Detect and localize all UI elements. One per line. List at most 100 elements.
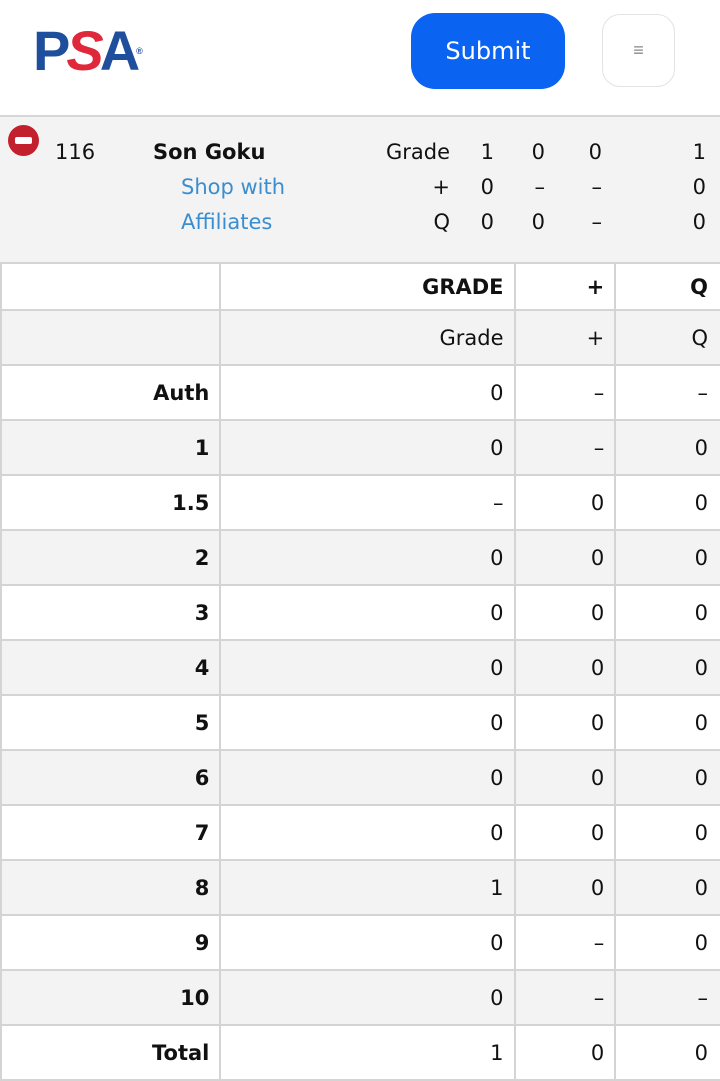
- table-cell: 2: [0, 529, 222, 586]
- table-cell: Q: [614, 262, 720, 311]
- table-cell: 7: [0, 804, 222, 861]
- summary-cell: –: [591, 175, 603, 199]
- table-cell: 0: [513, 1024, 617, 1081]
- summary-cell: Grade: [385, 140, 450, 164]
- table-cell: 0: [219, 419, 516, 476]
- table-cell: 0: [614, 749, 720, 806]
- summary-cell: 0: [480, 210, 494, 234]
- table-cell: +: [513, 309, 617, 366]
- table-cell: –: [614, 969, 720, 1026]
- submit-button[interactable]: Submit: [411, 13, 565, 89]
- psa-logo[interactable]: PSA®: [33, 19, 143, 82]
- table-row: Auth 0– –: [0, 364, 720, 421]
- summary-cell: 1: [480, 140, 494, 164]
- population-table: GRADE + Q Grade + Q Auth 0– –1 0–0 1.5–0 0 2 0 0 0 3 0 0 0 4…: [0, 262, 720, 1081]
- summary-cell: 0: [692, 210, 706, 234]
- table-cell: 0: [614, 584, 720, 641]
- table-cell: 0: [219, 969, 516, 1026]
- table-row: 1.5–0 0: [0, 474, 720, 531]
- header: PSA® Submit ≡: [0, 0, 720, 117]
- table-cell: Q: [614, 309, 720, 366]
- table-cell: 0: [513, 749, 617, 806]
- table-cell: 0: [219, 694, 516, 751]
- table-cell: 0: [614, 474, 720, 531]
- table-row: 9 0–0: [0, 914, 720, 971]
- summary-row: 116 Son Goku Shop with Affiliates Grade 1…: [0, 117, 720, 262]
- summary-cell: –: [591, 210, 603, 234]
- table-cell: 1.5: [0, 474, 222, 531]
- table-cell: 6: [0, 749, 222, 806]
- card-name: Son Goku: [153, 140, 266, 164]
- table-cell: 0: [219, 749, 516, 806]
- table-cell: 0: [513, 859, 617, 916]
- table-cell: –: [513, 364, 617, 421]
- table-cell: 0: [513, 474, 617, 531]
- table-cell: 8: [0, 859, 222, 916]
- remove-icon[interactable]: [8, 125, 39, 156]
- table-cell: GRADE: [219, 262, 516, 311]
- summary-cell: 0: [531, 140, 545, 164]
- card-number: 116: [55, 140, 96, 164]
- table-cell: 0: [513, 639, 617, 696]
- table-cell: 0: [219, 364, 516, 421]
- table-row: Total 1 0 0: [0, 1024, 720, 1081]
- table-cell: 0: [219, 639, 516, 696]
- table-cell: 0: [219, 584, 516, 641]
- table-cell: 5: [0, 694, 222, 751]
- summary-cell: 0: [692, 175, 706, 199]
- summary-cell: +: [432, 175, 450, 199]
- table-cell: 1: [219, 859, 516, 916]
- table-cell: [0, 309, 222, 366]
- table-cell: 0: [614, 694, 720, 751]
- summary-cell: 1: [692, 140, 706, 164]
- table-cell: Grade: [219, 309, 516, 366]
- summary-cell: –: [534, 175, 546, 199]
- table-cell: [0, 262, 222, 311]
- table-cell: +: [513, 262, 617, 311]
- summary-cell: 0: [531, 210, 545, 234]
- table-cell: 0: [513, 694, 617, 751]
- table-cell: 4: [0, 639, 222, 696]
- table-cell: 0: [513, 804, 617, 861]
- shop-affiliates-link[interactable]: Shop with: [181, 175, 286, 199]
- table-cell: 0: [614, 804, 720, 861]
- table-cell: –: [513, 419, 617, 476]
- table-cell: 0: [614, 639, 720, 696]
- summary-cell: 0: [588, 140, 602, 164]
- table-cell: 0: [614, 859, 720, 916]
- table-cell: 10: [0, 969, 222, 1026]
- shop-affiliates-link-2[interactable]: Affiliates: [181, 210, 273, 234]
- table-cell: Total: [0, 1024, 222, 1081]
- table-cell: 1: [0, 419, 222, 476]
- menu-icon[interactable]: ≡: [602, 14, 675, 87]
- table-cell: 0: [614, 1024, 720, 1081]
- table-cell: 0: [614, 419, 720, 476]
- table-cell: 9: [0, 914, 222, 971]
- table-cell: 3: [0, 584, 222, 641]
- table-cell: –: [513, 969, 617, 1026]
- table-row: 1 0–0: [0, 419, 720, 476]
- table-cell: 0: [219, 914, 516, 971]
- table-cell: 0: [219, 529, 516, 586]
- table-cell: 1: [219, 1024, 516, 1081]
- table-row: 10 0– –: [0, 969, 720, 1026]
- table-cell: –: [219, 474, 516, 531]
- table-cell: Auth: [0, 364, 222, 421]
- table-cell: –: [513, 914, 617, 971]
- table-subheader-row: Grade + Q: [0, 309, 720, 366]
- table-cell: 0: [614, 914, 720, 971]
- table-header-row: GRADE + Q: [0, 262, 720, 311]
- table-cell: 0: [614, 529, 720, 586]
- table-cell: –: [614, 364, 720, 421]
- table-cell: 0: [513, 584, 617, 641]
- table-cell: 0: [513, 529, 617, 586]
- summary-cell: 0: [480, 175, 494, 199]
- table-cell: 0: [219, 804, 516, 861]
